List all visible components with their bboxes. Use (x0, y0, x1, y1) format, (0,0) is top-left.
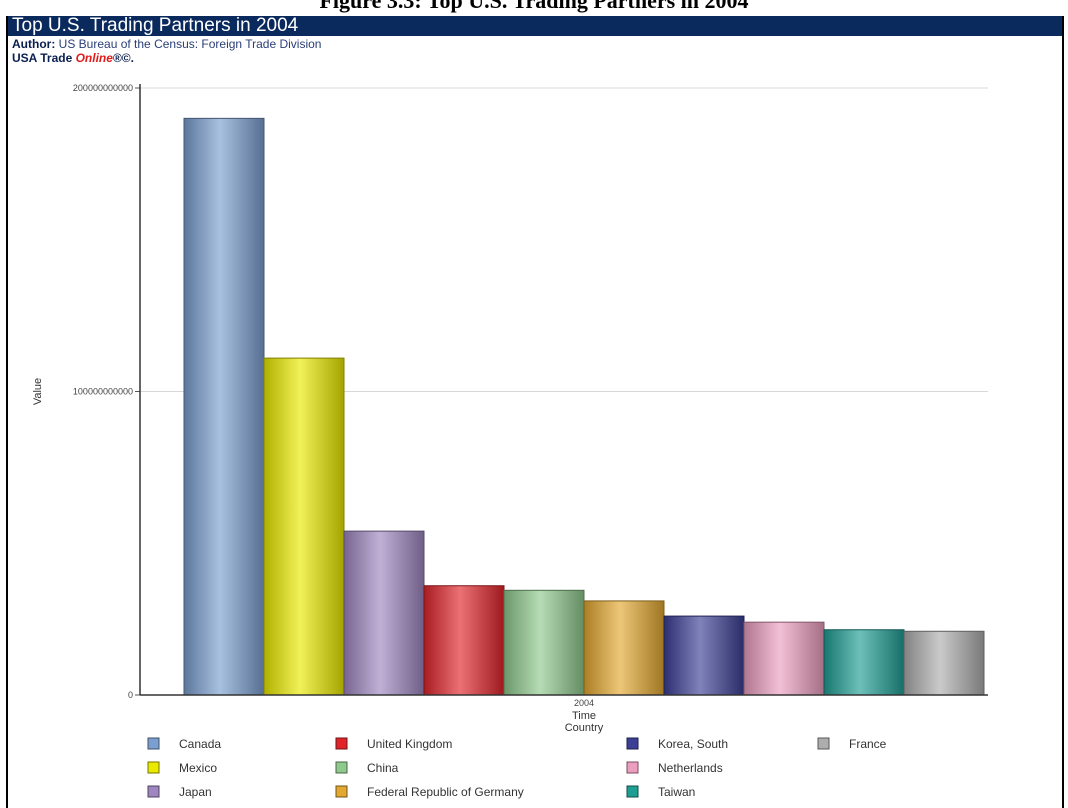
author-label: Author: (12, 37, 56, 51)
legend-layer: Canada Mexico Japan United Kingdom China Fede… (147, 737, 887, 799)
legend-swatch-united-kingdom (335, 737, 348, 750)
title-bar (8, 16, 1062, 36)
bar-federal-republic-of-germany (583, 600, 665, 696)
bar-layer (183, 117, 985, 696)
bar-canada (183, 117, 265, 696)
legend-swatch-federal-republic-of-germany (335, 785, 348, 798)
legend-swatch-netherlands (626, 761, 639, 774)
x-axis-label-line: Time (572, 710, 596, 722)
legend-label-federal-republic-of-germany: Federal Republic of Germany (367, 785, 524, 799)
legend-label-korea-south: Korea, South (658, 737, 728, 751)
axis-layer: 0 100000000000 200000000000 Value 2004 TimeCo… (32, 83, 988, 734)
author-line: Author: US Bureau of the Census: Foreign… (12, 37, 321, 51)
legend-swatch-canada (147, 737, 160, 750)
legend-swatch-japan (147, 785, 160, 798)
legend-swatch-taiwan (626, 785, 639, 798)
y-axis-label: Value (32, 378, 44, 405)
y-tick-label: 0 (128, 690, 133, 700)
bar-france (903, 630, 985, 696)
y-tick-label: 200000000000 (73, 83, 133, 93)
bar-china (503, 589, 585, 696)
bar-korea-south (663, 615, 745, 696)
legend-label-netherlands: Netherlands (658, 761, 723, 775)
legend-label-japan: Japan (179, 785, 212, 799)
legend-label-united-kingdom: United Kingdom (367, 737, 452, 751)
legend-swatch-france (817, 737, 830, 750)
brand-suffix: ®©. (112, 51, 134, 65)
bar-united-kingdom (423, 585, 505, 696)
grid-layer (140, 87, 988, 392)
legend-swatch-china (335, 761, 348, 774)
document-caption: Figure 3.3: Top U.S. Trading Partners in… (319, 0, 749, 13)
chart-title: Top U.S. Trading Partners in 2004 (12, 15, 299, 36)
legend-label-canada: Canada (179, 737, 221, 751)
author-name: US Bureau of the Census: Foreign Trade D… (58, 37, 322, 51)
bar-taiwan (823, 629, 905, 696)
x-axis-label-line: Country (565, 722, 604, 734)
brand-online: Online (75, 51, 113, 65)
x-tick-label: 2004 (574, 698, 594, 708)
y-tick-label: 100000000000 (73, 387, 133, 397)
legend-swatch-mexico (147, 761, 160, 774)
legend-label-france: France (849, 737, 887, 751)
legend-label-china: China (367, 761, 399, 775)
bar-japan (343, 530, 425, 696)
legend-label-taiwan: Taiwan (658, 785, 695, 799)
bar-netherlands (743, 621, 825, 696)
brand-prefix: USA Trade (12, 51, 73, 65)
brand-line: USA Trade Online®©. (12, 51, 134, 65)
legend-swatch-korea-south (626, 737, 639, 750)
legend-label-mexico: Mexico (179, 761, 217, 775)
bar-mexico (263, 357, 345, 696)
